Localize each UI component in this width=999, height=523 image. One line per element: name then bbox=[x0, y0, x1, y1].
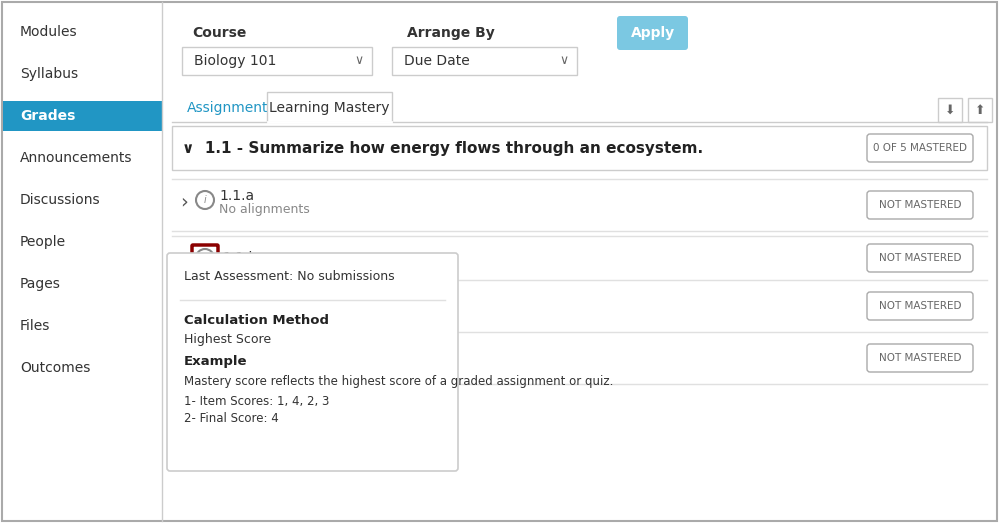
FancyBboxPatch shape bbox=[172, 126, 987, 170]
Text: ∨: ∨ bbox=[559, 54, 569, 67]
FancyBboxPatch shape bbox=[938, 98, 962, 122]
Text: Mastery score reflects the highest score of a graded assignment or quiz.: Mastery score reflects the highest score… bbox=[184, 376, 613, 389]
FancyBboxPatch shape bbox=[167, 253, 458, 471]
Text: ›: › bbox=[180, 248, 188, 267]
Text: i: i bbox=[204, 253, 207, 263]
Text: NOT MASTERED: NOT MASTERED bbox=[879, 200, 961, 210]
Text: Modules: Modules bbox=[20, 25, 78, 39]
Text: Apply: Apply bbox=[631, 26, 675, 40]
Text: ∨: ∨ bbox=[355, 54, 364, 67]
FancyBboxPatch shape bbox=[968, 98, 992, 122]
FancyBboxPatch shape bbox=[267, 92, 392, 122]
FancyBboxPatch shape bbox=[867, 191, 973, 219]
Text: ⬆: ⬆ bbox=[975, 104, 985, 117]
Text: Assignments: Assignments bbox=[187, 101, 276, 115]
Text: NOT MASTERED: NOT MASTERED bbox=[879, 301, 961, 311]
Text: ›: › bbox=[180, 192, 188, 211]
FancyBboxPatch shape bbox=[867, 292, 973, 320]
Text: Course: Course bbox=[192, 26, 247, 40]
Circle shape bbox=[196, 249, 214, 267]
Text: 2- Final Score: 4: 2- Final Score: 4 bbox=[184, 413, 279, 426]
FancyBboxPatch shape bbox=[867, 344, 973, 372]
Text: NOT MASTERED: NOT MASTERED bbox=[879, 253, 961, 263]
Text: Announcements: Announcements bbox=[20, 151, 133, 165]
Text: 1- Item Scores: 1, 4, 2, 3: 1- Item Scores: 1, 4, 2, 3 bbox=[184, 395, 330, 408]
Text: Files: Files bbox=[20, 319, 50, 333]
FancyBboxPatch shape bbox=[867, 134, 973, 162]
Text: 1.1.a: 1.1.a bbox=[219, 189, 254, 203]
FancyBboxPatch shape bbox=[182, 47, 372, 75]
Text: Biology 101: Biology 101 bbox=[194, 54, 277, 68]
Text: Last Assessment: No submissions: Last Assessment: No submissions bbox=[184, 269, 395, 282]
Text: Due Date: Due Date bbox=[404, 54, 470, 68]
Text: 1.1.b: 1.1.b bbox=[222, 251, 258, 265]
Text: 0 OF 5 MASTERED: 0 OF 5 MASTERED bbox=[873, 143, 967, 153]
Text: Calculation Method: Calculation Method bbox=[184, 313, 329, 326]
Text: Example: Example bbox=[184, 356, 248, 369]
Text: Syllabus: Syllabus bbox=[20, 67, 78, 81]
Text: NOT MASTERED: NOT MASTERED bbox=[879, 353, 961, 363]
Text: Grades: Grades bbox=[20, 109, 75, 123]
Text: Pages: Pages bbox=[20, 277, 61, 291]
Text: ∨  1.1 - Summarize how energy flows through an ecosystem.: ∨ 1.1 - Summarize how energy flows throu… bbox=[182, 141, 703, 155]
Text: i: i bbox=[204, 195, 207, 205]
FancyBboxPatch shape bbox=[617, 16, 688, 50]
FancyBboxPatch shape bbox=[392, 47, 577, 75]
Text: People: People bbox=[20, 235, 66, 249]
Text: Discussions: Discussions bbox=[20, 193, 101, 207]
Text: Arrange By: Arrange By bbox=[407, 26, 495, 40]
FancyBboxPatch shape bbox=[867, 244, 973, 272]
Text: Learning Mastery: Learning Mastery bbox=[270, 101, 390, 115]
Text: ⬇: ⬇ bbox=[945, 104, 955, 117]
Text: Outcomes: Outcomes bbox=[20, 361, 90, 375]
Text: Highest Score: Highest Score bbox=[184, 334, 271, 347]
FancyBboxPatch shape bbox=[3, 101, 162, 131]
Text: No alignments: No alignments bbox=[219, 203, 310, 217]
